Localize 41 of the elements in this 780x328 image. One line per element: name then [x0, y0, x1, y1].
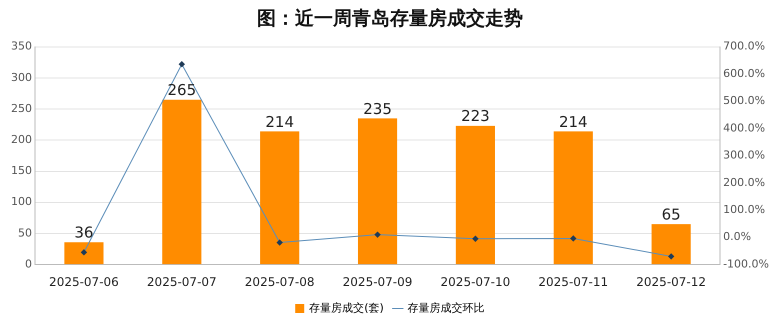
y2-tick-label: 0.0%	[723, 230, 752, 244]
x-tick-label: 2025-07-12	[636, 274, 706, 289]
x-tick-label: 2025-07-09	[342, 274, 412, 289]
y2-tick-label: 300.0%	[723, 148, 766, 162]
y-tick-label: 200	[10, 133, 32, 146]
bar	[64, 242, 104, 264]
y-tick-label: 150	[10, 164, 32, 178]
data-label: 265	[167, 81, 196, 100]
bar	[162, 100, 202, 264]
y-tick-label: 50	[18, 226, 32, 240]
data-label: 65	[662, 206, 681, 224]
x-tick-label: 2025-07-06	[49, 274, 119, 289]
y-tick-label: 100	[10, 195, 32, 208]
y2-tick-label: -100.0%	[723, 257, 770, 270]
y2-tick-label: 200.0%	[723, 176, 766, 189]
data-label: 214	[265, 112, 294, 131]
data-label: 235	[363, 100, 392, 118]
x-tick-label: 2025-07-08	[244, 274, 315, 289]
x-tick-label: 2025-07-10	[440, 274, 510, 289]
bar	[652, 224, 691, 264]
chart-title: 图：近一周青岛存量房成交走势	[257, 7, 523, 30]
y2-tick-label: 700.0%	[723, 40, 766, 53]
legend-label: 存量房成交(套)	[309, 301, 384, 314]
y2-tick-label: 600.0%	[723, 66, 766, 80]
legend-label: 存量房成交环比	[407, 301, 484, 314]
bar	[260, 131, 300, 264]
y-tick-label: 250	[10, 102, 32, 115]
x-tick-label: 2025-07-11	[538, 274, 608, 289]
y-tick-label: 350	[10, 40, 32, 53]
bar	[456, 126, 495, 264]
y2-tick-label: 400.0%	[723, 121, 766, 134]
bar	[554, 131, 593, 264]
y-tick-label: 0	[24, 257, 32, 270]
data-label: 36	[74, 224, 94, 242]
x-tick-label: 2025-07-07	[146, 274, 217, 289]
y2-tick-label: 500.0%	[723, 94, 766, 108]
y-tick-label: 300	[10, 70, 32, 84]
bar	[358, 118, 398, 264]
y2-tick-label: 100.0%	[723, 203, 766, 216]
data-label: 223	[461, 107, 490, 126]
data-label: 214	[558, 112, 588, 131]
